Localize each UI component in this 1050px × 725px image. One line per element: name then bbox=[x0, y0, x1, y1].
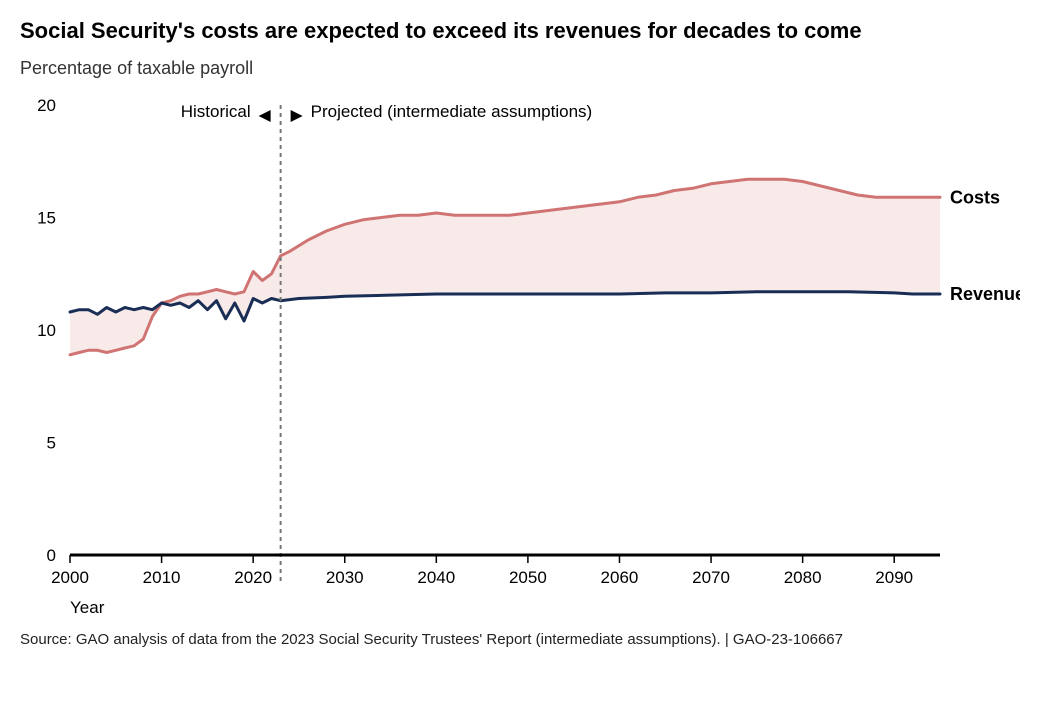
series-label-costs: Costs bbox=[950, 187, 1000, 207]
area-between-series bbox=[70, 179, 940, 354]
y-tick-label: 0 bbox=[47, 546, 56, 565]
x-tick-label: 2030 bbox=[326, 568, 364, 587]
y-tick-label: 10 bbox=[37, 321, 56, 340]
x-tick-label: 2060 bbox=[601, 568, 639, 587]
triangle-left-icon bbox=[259, 110, 271, 122]
x-tick-label: 2050 bbox=[509, 568, 547, 587]
chart-container: 0 5 10 15 20 2000 2010 2020 2030 2040 2050 2060 2070… bbox=[20, 85, 1020, 625]
chart-svg: 0 5 10 15 20 2000 2010 2020 2030 2040 2050 2060 2070… bbox=[20, 85, 1020, 625]
annotation-projected: Projected (intermediate assumptions) bbox=[311, 102, 593, 121]
triangle-right-icon bbox=[291, 110, 303, 122]
x-tick-label: 2000 bbox=[51, 568, 89, 587]
y-tick-label: 20 bbox=[37, 96, 56, 115]
x-tick-label: 2070 bbox=[692, 568, 730, 587]
x-tick-label: 2090 bbox=[875, 568, 913, 587]
x-tick-label: 2080 bbox=[784, 568, 822, 587]
series-label-revenue: Revenue bbox=[950, 284, 1020, 304]
source-line: Source: GAO analysis of data from the 20… bbox=[20, 631, 1030, 648]
x-tick-label: 2040 bbox=[417, 568, 455, 587]
y-tick-label: 15 bbox=[37, 209, 56, 228]
annotation-historical: Historical bbox=[181, 102, 251, 121]
chart-title: Social Security's costs are expected to … bbox=[20, 18, 1030, 44]
x-axis-label: Year bbox=[70, 598, 105, 617]
chart-subtitle: Percentage of taxable payroll bbox=[20, 58, 1030, 79]
y-tick-label: 5 bbox=[47, 434, 56, 453]
x-tick-label: 2020 bbox=[234, 568, 272, 587]
x-tick-label: 2010 bbox=[143, 568, 181, 587]
